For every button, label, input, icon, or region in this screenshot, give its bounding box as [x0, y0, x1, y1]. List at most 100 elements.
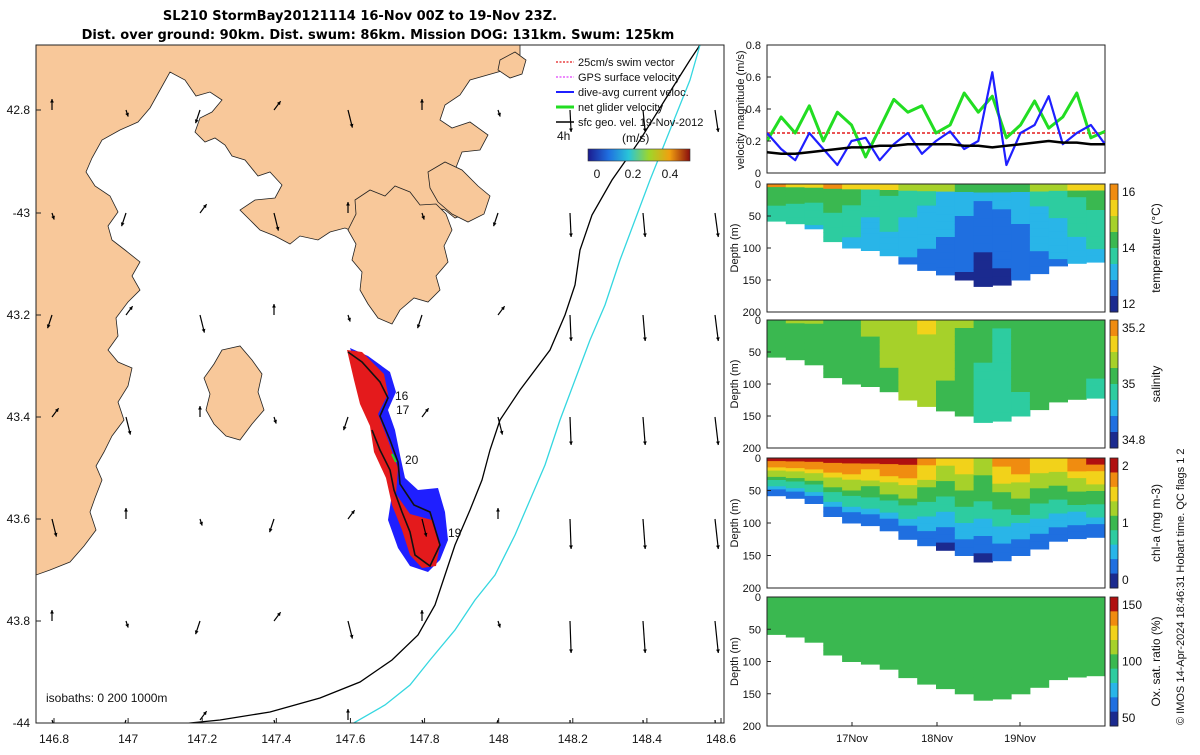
- section-cell: [785, 353, 806, 357]
- section-cell: [917, 241, 937, 250]
- section-colorbar-tick: 12: [1122, 297, 1136, 311]
- section-cell: [1011, 392, 1031, 401]
- section-cell: [954, 645, 975, 654]
- section-colorbar-segment: [1110, 625, 1118, 641]
- section-cell: [1048, 506, 1068, 514]
- section-cell: [936, 519, 956, 528]
- section-cell: [842, 506, 862, 513]
- section-cell: [879, 597, 899, 604]
- section-cell: [917, 377, 937, 386]
- section-cell: [1086, 642, 1106, 650]
- section-cell: [992, 268, 1012, 278]
- section-cell: [860, 233, 881, 240]
- section-cell: [973, 371, 993, 381]
- section-cell: [842, 458, 862, 464]
- section-cell: [1029, 597, 1050, 605]
- section-cell: [1067, 210, 1087, 218]
- section-cell: [898, 346, 918, 354]
- section-cell: [823, 208, 843, 214]
- section-cell: [879, 464, 899, 471]
- section-cell: [1048, 320, 1068, 328]
- section-cell: [879, 367, 899, 375]
- section-cell: [973, 396, 993, 406]
- section-cell: [879, 343, 899, 351]
- section-cell: [973, 209, 993, 219]
- section-cell: [1029, 191, 1050, 200]
- section-cell: [973, 243, 993, 253]
- section-cell: [785, 203, 806, 208]
- section-cell: [879, 213, 899, 221]
- section-cell: [917, 334, 937, 343]
- section-cell: [898, 353, 918, 361]
- section-colorbar-segment: [1110, 336, 1118, 353]
- section-cell: [1011, 192, 1031, 201]
- section-cell: [1067, 498, 1087, 506]
- section-cell: [1067, 663, 1087, 671]
- section-cell: [879, 184, 899, 191]
- section-y-tick-label: 150: [743, 275, 761, 287]
- section-cell: [936, 650, 956, 659]
- section-cell: [860, 608, 881, 615]
- section-cell: [954, 336, 975, 345]
- section-y-tick-label: 50: [749, 211, 761, 223]
- section-cell: [1086, 242, 1106, 250]
- section-y-tick-label: 0: [755, 453, 761, 465]
- section-cell: [860, 625, 881, 632]
- geo-vector-head: [715, 337, 720, 341]
- section-cell: [860, 375, 881, 382]
- section-cell: [898, 623, 918, 632]
- section-cell: [1029, 664, 1050, 673]
- section-cell: [1048, 471, 1068, 480]
- section-cell: [767, 323, 787, 327]
- section-cell: [1029, 266, 1050, 275]
- section-cell: [936, 267, 956, 276]
- section-cell: [1029, 213, 1050, 222]
- section-cell: [917, 669, 937, 678]
- section-cell: [898, 250, 918, 258]
- section-cell: [898, 498, 918, 506]
- section-cell: [898, 380, 918, 388]
- section-cell: [823, 334, 843, 340]
- section-cell: [1048, 624, 1068, 632]
- section-y-tick-label: 100: [743, 657, 761, 669]
- section-cell: [992, 336, 1012, 346]
- geo-vector-head: [349, 123, 354, 128]
- section-cell: [1048, 603, 1068, 612]
- section-cell: [1086, 504, 1106, 512]
- section-cell: [992, 370, 1012, 380]
- section-cell: [1086, 629, 1106, 637]
- section-cell: [1067, 243, 1087, 251]
- section-cell: [1029, 458, 1050, 467]
- section-cell: [992, 492, 1012, 502]
- section-cell: [1067, 346, 1087, 354]
- geo-vector-head: [350, 510, 355, 515]
- section-cell: [992, 605, 1012, 615]
- section-cell: [917, 676, 937, 685]
- legend-label-geo: sfc geo. vel. 19-Nov-2012: [578, 117, 703, 129]
- section-cell: [954, 490, 975, 500]
- section-cell: [804, 623, 824, 628]
- geo-vector: [569, 212, 572, 238]
- section-cell: [917, 327, 937, 335]
- section-cell: [842, 373, 862, 380]
- section-cell: [1086, 333, 1106, 340]
- section-cell: [767, 344, 787, 349]
- section-cell: [1048, 527, 1068, 535]
- geo-vector-head: [194, 119, 199, 124]
- section-cell: [1029, 228, 1050, 237]
- section-cell: [1086, 197, 1106, 204]
- section-ylabel: Depth (m): [729, 224, 741, 273]
- section-cell: [936, 395, 956, 404]
- section-cell: [992, 379, 1012, 388]
- section-cell: [823, 320, 843, 326]
- section-cell: [860, 364, 881, 371]
- section-cell: [860, 486, 881, 493]
- section-cell: [1048, 245, 1068, 253]
- section-cell: [842, 341, 862, 348]
- section-cell: [1086, 530, 1106, 538]
- section-cell: [1067, 256, 1087, 264]
- section-cell: [973, 605, 993, 615]
- section-cell: [1029, 402, 1050, 411]
- section-cell: [1067, 610, 1087, 618]
- section-cell: [1067, 603, 1087, 611]
